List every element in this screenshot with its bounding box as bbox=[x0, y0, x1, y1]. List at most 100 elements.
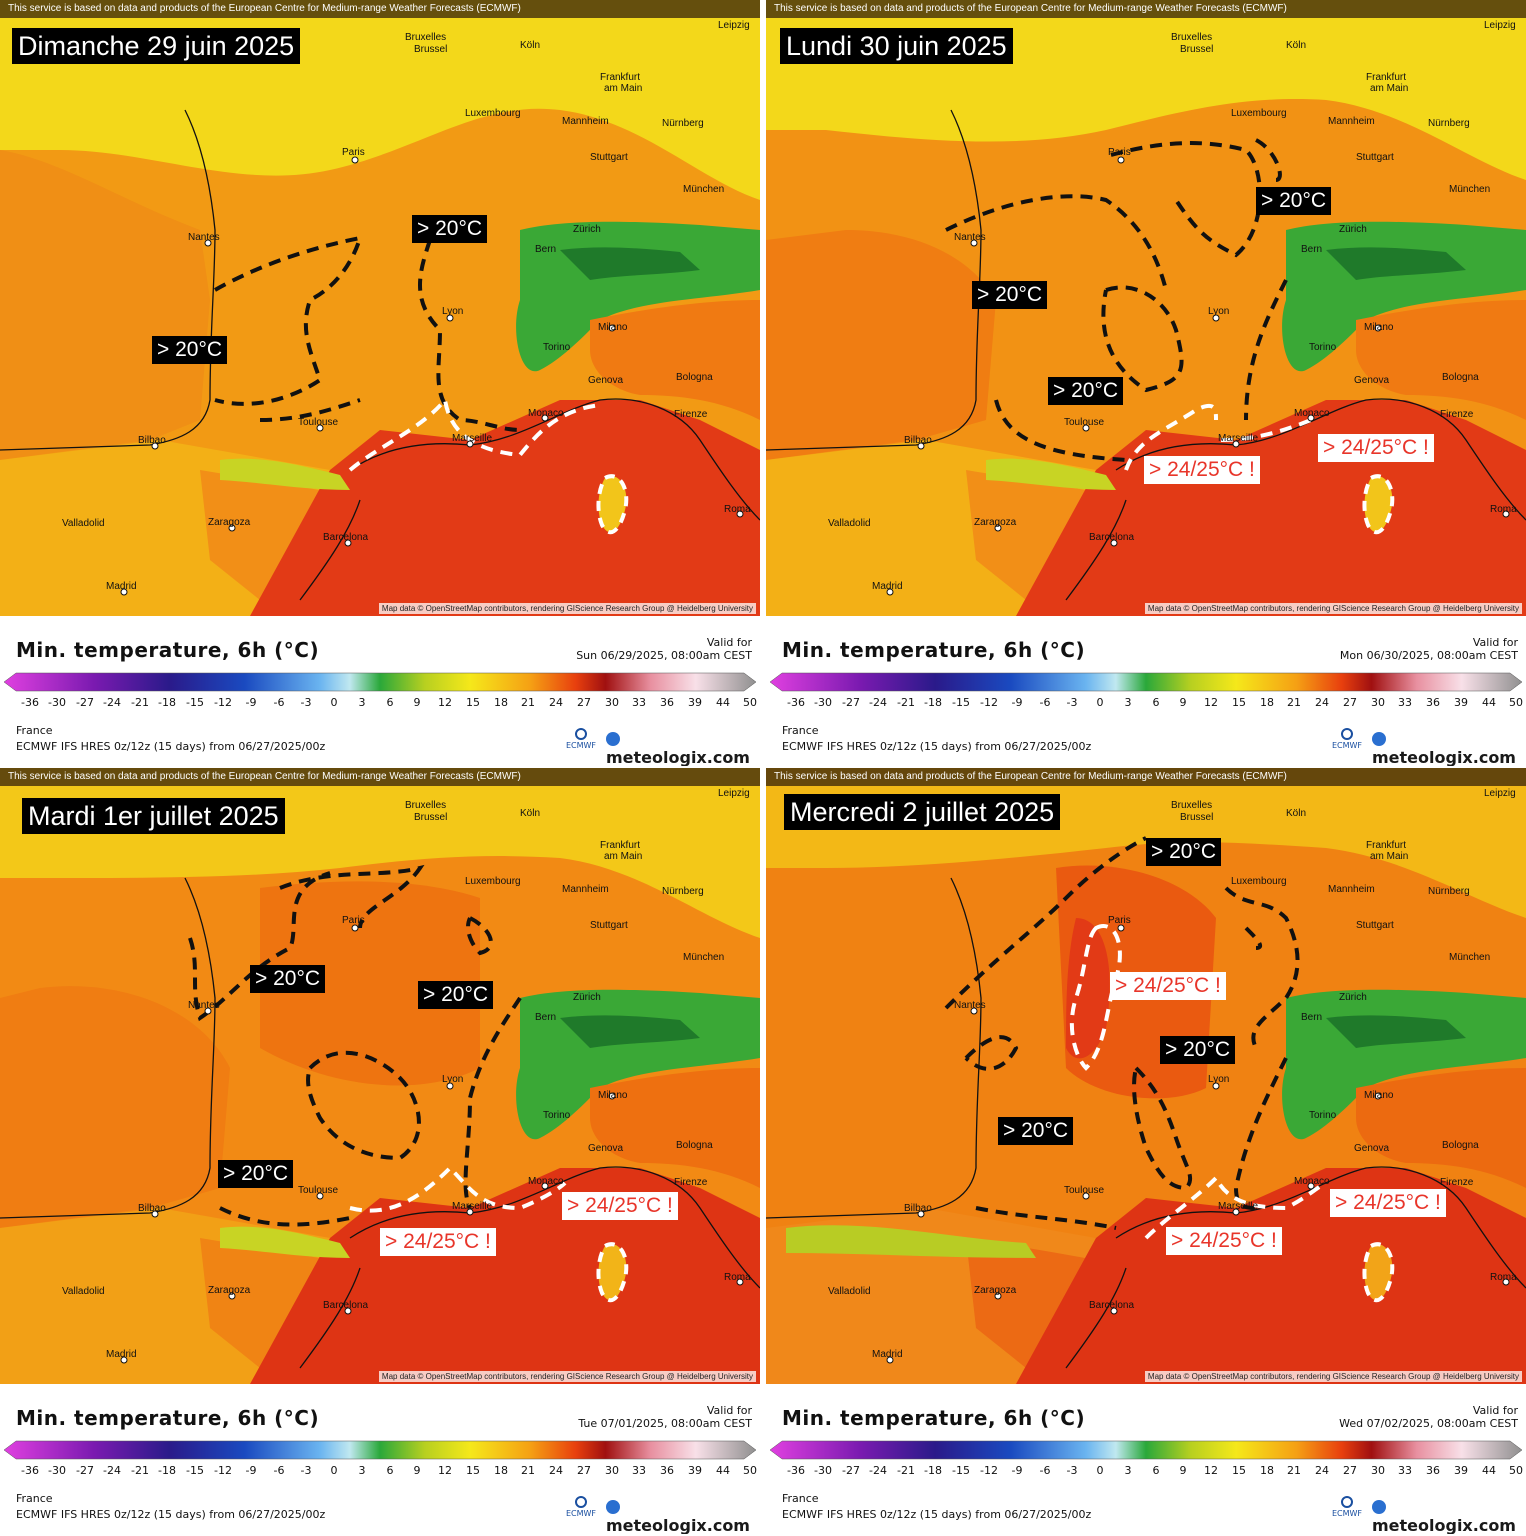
valid-time: Sun 06/29/2025, 08:00am CEST bbox=[576, 649, 752, 662]
svg-text:Torino: Torino bbox=[1309, 342, 1337, 353]
svg-text:Frankfurt: Frankfurt bbox=[600, 840, 640, 851]
globe-icon bbox=[606, 732, 620, 746]
svg-text:München: München bbox=[1449, 952, 1490, 963]
tick: 33 bbox=[1398, 696, 1412, 709]
ecmwf-logo[interactable]: ECMWF bbox=[558, 1496, 604, 1518]
svg-text:Marseille: Marseille bbox=[452, 433, 492, 444]
tick: 30 bbox=[1371, 696, 1385, 709]
tick: 9 bbox=[413, 1464, 421, 1477]
svg-text:Valladolid: Valladolid bbox=[828, 518, 871, 529]
meteologix-logo[interactable]: meteologix.com bbox=[606, 1497, 760, 1534]
ecmwf-icon bbox=[575, 728, 587, 740]
tick: -15 bbox=[186, 696, 204, 709]
tick: -6 bbox=[1039, 1464, 1051, 1477]
ecmwf-logo[interactable]: ECMWF bbox=[1324, 1496, 1370, 1518]
tick: -21 bbox=[131, 696, 149, 709]
svg-text:Torino: Torino bbox=[543, 342, 571, 353]
region-label: France bbox=[782, 1492, 819, 1505]
date-title: Lundi 30 juin 2025 bbox=[780, 28, 1013, 64]
map-panel-4: Bruxelles Brussel Köln Leipzig Frankfurt am… bbox=[766, 768, 1526, 1534]
contour-label-hot: > 24/25°C ! bbox=[380, 1228, 496, 1256]
tick: 9 bbox=[1179, 1464, 1187, 1477]
model-label: ECMWF IFS HRES 0z/12z (15 days) from 06/… bbox=[782, 1508, 1092, 1521]
globe-icon bbox=[1372, 732, 1386, 746]
meteologix-logo[interactable]: meteologix.com bbox=[1372, 729, 1526, 766]
tick: -9 bbox=[245, 696, 257, 709]
tick: 6 bbox=[1152, 1464, 1160, 1477]
svg-text:Genova: Genova bbox=[1354, 375, 1389, 386]
tick: 18 bbox=[1260, 1464, 1274, 1477]
svg-text:Milano: Milano bbox=[598, 1090, 628, 1101]
colorbar-ticks: -36 -30 -27 -24 -21 -18 -15 -12 -9 -6 -3… bbox=[766, 696, 1526, 710]
tick: -18 bbox=[924, 1464, 942, 1477]
svg-text:Barcelona: Barcelona bbox=[323, 1300, 368, 1311]
valid-label: Valid for bbox=[1472, 636, 1518, 649]
ecmwf-logo[interactable]: ECMWF bbox=[1324, 728, 1370, 750]
svg-text:Leipzig: Leipzig bbox=[718, 20, 750, 31]
svg-text:Milano: Milano bbox=[598, 322, 628, 333]
svg-text:Madrid: Madrid bbox=[872, 581, 903, 592]
svg-text:Bruxelles: Bruxelles bbox=[1171, 800, 1212, 811]
valid-label: Valid for bbox=[1472, 1404, 1518, 1417]
meteologix-text: meteologix.com bbox=[606, 748, 750, 766]
tick: -27 bbox=[76, 696, 94, 709]
temperature-map[interactable]: Bruxelles Brussel Köln Leipzig Frankfurt am… bbox=[0, 0, 760, 616]
svg-text:Torino: Torino bbox=[543, 1110, 571, 1121]
temperature-map[interactable]: Bruxelles Brussel Köln Leipzig Frankfurt am… bbox=[766, 768, 1526, 1384]
svg-text:Genova: Genova bbox=[1354, 1143, 1389, 1154]
tick: 21 bbox=[1287, 1464, 1301, 1477]
svg-text:Toulouse: Toulouse bbox=[1064, 1185, 1104, 1196]
svg-text:Leipzig: Leipzig bbox=[1484, 20, 1516, 31]
colorbar bbox=[770, 672, 1522, 692]
valid-for: Valid for Wed 07/02/2025, 08:00am CEST bbox=[1339, 1404, 1518, 1430]
tick: 24 bbox=[549, 1464, 563, 1477]
svg-text:Roma: Roma bbox=[724, 1272, 751, 1283]
temperature-map[interactable]: Bruxelles Brussel Köln Leipzig Frankfurt am… bbox=[766, 0, 1526, 616]
svg-text:Nantes: Nantes bbox=[188, 1000, 220, 1011]
svg-text:Torino: Torino bbox=[1309, 1110, 1337, 1121]
ecmwf-icon bbox=[575, 1496, 587, 1508]
tick: -15 bbox=[952, 1464, 970, 1477]
tick: -27 bbox=[76, 1464, 94, 1477]
tick: -30 bbox=[814, 696, 832, 709]
tick: 27 bbox=[1343, 696, 1357, 709]
tick: 27 bbox=[1343, 1464, 1357, 1477]
svg-text:Köln: Köln bbox=[1286, 808, 1306, 819]
tick: -36 bbox=[21, 696, 39, 709]
contour-label: > 20°C bbox=[218, 1160, 294, 1188]
svg-text:Bologna: Bologna bbox=[1442, 372, 1479, 383]
svg-text:Bilbao: Bilbao bbox=[904, 1203, 932, 1214]
tick: 44 bbox=[716, 1464, 730, 1477]
tick: -3 bbox=[1066, 696, 1078, 709]
globe-icon bbox=[606, 1500, 620, 1514]
footer-title: Min. temperature, 6h (°C) bbox=[782, 638, 1086, 662]
svg-text:Mannheim: Mannheim bbox=[1328, 116, 1375, 127]
svg-text:Zürich: Zürich bbox=[1339, 992, 1367, 1003]
tick: 36 bbox=[660, 696, 674, 709]
map-panel-2: Bruxelles Brussel Köln Leipzig Frankfurt am… bbox=[766, 0, 1526, 766]
contour-label: > 20°C bbox=[1160, 1036, 1236, 1064]
tick: 39 bbox=[1454, 1464, 1468, 1477]
temperature-map[interactable]: Bruxelles Brussel Köln Leipzig Frankfurt am… bbox=[0, 768, 760, 1384]
svg-text:Genova: Genova bbox=[588, 1143, 623, 1154]
meteologix-logo[interactable]: meteologix.com bbox=[1372, 1497, 1526, 1534]
tick: -30 bbox=[814, 1464, 832, 1477]
svg-text:Zaragoza: Zaragoza bbox=[208, 517, 251, 528]
ecmwf-logo[interactable]: ECMWF bbox=[558, 728, 604, 750]
ecmwf-text: ECMWF bbox=[565, 741, 597, 750]
meteologix-text: meteologix.com bbox=[1372, 748, 1516, 766]
svg-text:Lyon: Lyon bbox=[1208, 1074, 1229, 1085]
tick: 9 bbox=[413, 696, 421, 709]
map-panel-1: Bruxelles Brussel Köln Leipzig Frankfurt am… bbox=[0, 0, 760, 766]
legend-footer: Min. temperature, 6h (°C) Valid for Wed 0… bbox=[766, 1384, 1526, 1534]
tick: 3 bbox=[358, 696, 366, 709]
meteologix-logo[interactable]: meteologix.com bbox=[606, 729, 760, 766]
svg-text:Bologna: Bologna bbox=[676, 1140, 713, 1151]
tick: 18 bbox=[494, 1464, 508, 1477]
valid-for: Valid for Tue 07/01/2025, 08:00am CEST bbox=[578, 1404, 752, 1430]
svg-text:Köln: Köln bbox=[1286, 40, 1306, 51]
contour-label-hot: > 24/25°C ! bbox=[1166, 1227, 1282, 1255]
map-attribution: Map data © OpenStreetMap contributors, r… bbox=[378, 603, 756, 614]
tick: -36 bbox=[21, 1464, 39, 1477]
tick: -15 bbox=[952, 696, 970, 709]
